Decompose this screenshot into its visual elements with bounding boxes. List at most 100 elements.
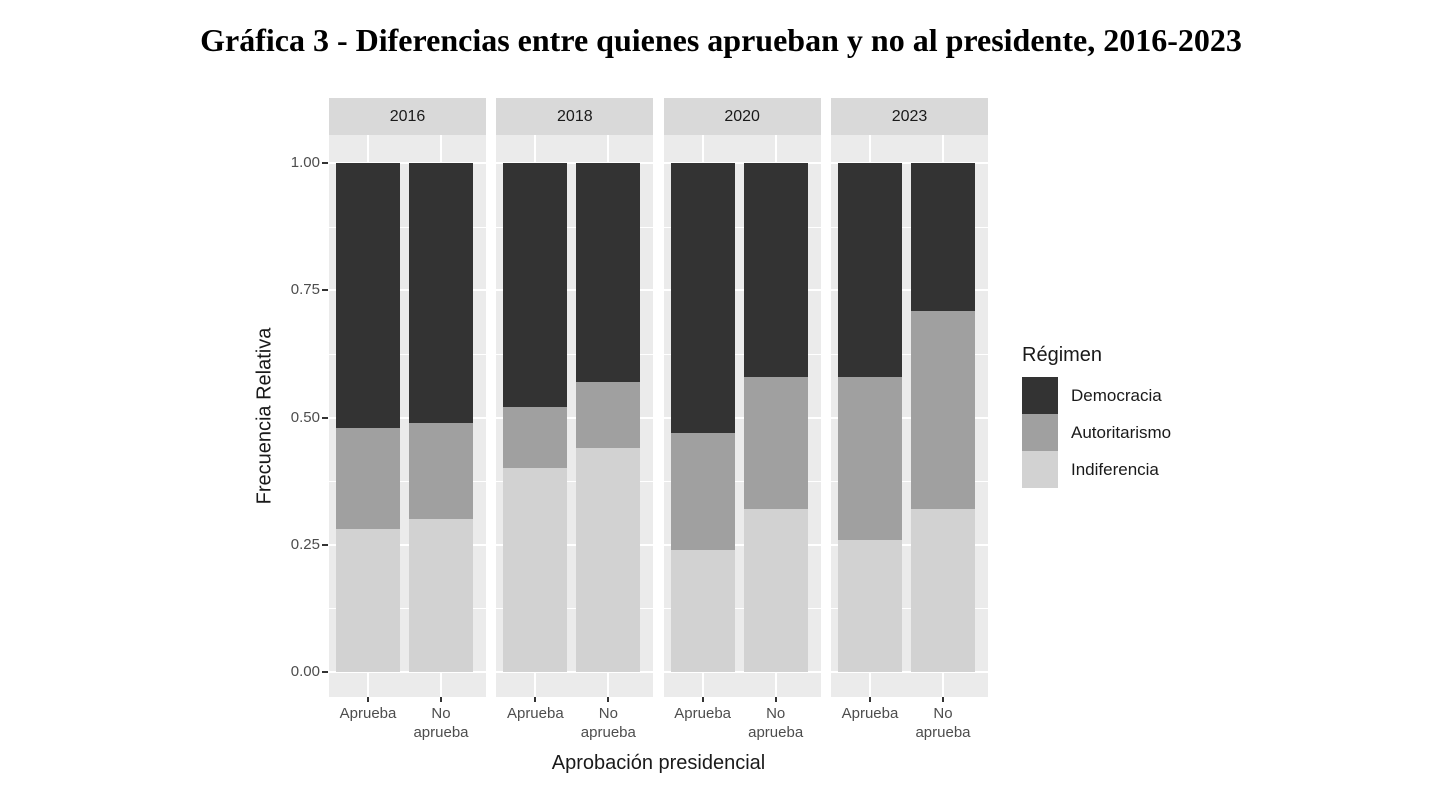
stacked-bar: [743, 163, 808, 672]
gridline-minor: [496, 481, 654, 483]
facet-panel: 2020 Aprueba No aprueba: [663, 98, 821, 741]
bar-segment-autoritarismo: [837, 376, 902, 540]
gridline-major: [329, 289, 486, 292]
bar-segment-indiferencia: [409, 519, 473, 672]
bar-segment-indiferencia: [743, 509, 808, 672]
y-tick-label: 0.50: [290, 408, 320, 426]
stacked-bar: [409, 163, 473, 672]
facet-panel: 2016 Aprueba No aprueba: [329, 98, 486, 741]
gridline-major: [830, 289, 988, 292]
bar-segment-autoritarismo: [336, 427, 400, 530]
y-tick-label: 1.00: [290, 154, 320, 171]
x-tick-mark: [701, 697, 704, 702]
bar-segment-autoritarismo: [576, 381, 641, 449]
x-tick-label: Aprueba: [506, 705, 564, 722]
bar-segment-indiferencia: [837, 539, 902, 672]
bar-segment-indiferencia: [670, 549, 735, 672]
bar-segment-democracia: [503, 163, 568, 408]
gridline-major: [496, 671, 654, 673]
gridline-minor: [663, 226, 821, 228]
x-tick-label: Aprueba: [841, 705, 899, 722]
gridline-major: [663, 416, 821, 419]
gridline-minor: [830, 608, 988, 610]
panel-body: Aprueba No aprueba: [830, 135, 988, 741]
gridline-minor: [663, 608, 821, 610]
facet-strip-label: 2023: [830, 98, 988, 135]
gridline-minor: [496, 226, 654, 228]
stacked-bar: [910, 163, 975, 672]
y-tick-mark: [322, 289, 328, 292]
legend-entry-label: Democracia: [1071, 385, 1162, 405]
x-tick-label: No aprueba: [915, 705, 971, 741]
facet-strip-label: 2018: [496, 98, 654, 135]
legend-entry-label: Indiferencia: [1071, 459, 1159, 479]
gridline-major: [663, 671, 821, 673]
x-tick-label: No aprueba: [580, 705, 636, 741]
bar-segment-democracia: [837, 163, 902, 377]
x-tick-mark: [607, 697, 610, 702]
legend-entry: Indiferencia: [1022, 451, 1171, 488]
y-tick-mark: [322, 416, 328, 419]
gridline-minor: [329, 226, 486, 228]
bar-segment-democracia: [670, 163, 735, 433]
legend-key-swatch: [1022, 414, 1058, 451]
y-tick-label: 0.00: [290, 663, 320, 680]
stacked-bar: [670, 163, 735, 672]
legend-entry: Autoritarismo: [1022, 414, 1171, 451]
x-tick-mark: [440, 697, 442, 702]
legend-title: Régimen: [1022, 344, 1103, 366]
gridline-minor: [830, 481, 988, 483]
legend-entries: Democracia Autoritarismo Indiferencia: [1022, 377, 1171, 488]
bar-segment-indiferencia: [336, 529, 400, 672]
legend-key-swatch: [1022, 451, 1058, 488]
gridline-major: [830, 416, 988, 419]
bar-segment-autoritarismo: [743, 376, 808, 510]
gridline-major: [496, 162, 654, 164]
legend: Régimen Democracia Autoritarismo Indiferen…: [1022, 344, 1171, 488]
gridline-major: [496, 289, 654, 292]
facet-strip-label: 2020: [663, 98, 821, 135]
gridline-minor: [663, 481, 821, 483]
x-tick-mark: [367, 697, 369, 702]
x-tick-label: No aprueba: [748, 705, 804, 741]
gridline-minor: [329, 481, 486, 483]
bar-segment-indiferencia: [910, 509, 975, 672]
gridline-major: [329, 162, 486, 164]
gridline-minor: [663, 353, 821, 355]
stacked-bar: [576, 163, 641, 672]
panel-body: Aprueba No aprueba: [496, 135, 654, 741]
gridline-minor: [496, 608, 654, 610]
gridline-major: [663, 162, 821, 164]
x-tick-label: No aprueba: [413, 705, 469, 741]
x-tick-mark: [941, 697, 944, 702]
bar-segment-democracia: [743, 163, 808, 377]
panel-body: Aprueba No aprueba: [663, 135, 821, 741]
gridline-major: [663, 289, 821, 292]
bar-segment-indiferencia: [576, 448, 641, 672]
gridline-minor: [329, 353, 486, 355]
y-tick-mark: [322, 543, 328, 546]
facet-panel: 2018 Aprueba No aprueba: [496, 98, 654, 741]
figure-title: Gráfica 3 - Diferencias entre quienes ap…: [200, 22, 1242, 58]
gridline-minor: [329, 608, 486, 610]
bar-segment-democracia: [336, 163, 400, 428]
stacked-bar: [336, 163, 400, 672]
bar-segment-democracia: [576, 163, 641, 382]
y-axis-title: Frecuencia Relativa: [253, 327, 276, 505]
gridline-major: [830, 162, 988, 164]
bar-segment-democracia: [910, 163, 975, 311]
gridline-minor: [496, 353, 654, 355]
bar-segment-autoritarismo: [910, 310, 975, 510]
y-tick-label: 0.75: [290, 281, 320, 299]
gridline-major: [830, 671, 988, 673]
facet-panel: 2023 Aprueba No aprueba: [830, 98, 988, 741]
x-tick-mark: [868, 697, 871, 702]
gridline-major: [329, 416, 486, 419]
facet-strip-label: 2016: [329, 98, 486, 135]
x-tick-mark: [534, 697, 537, 702]
x-tick-label: Aprueba: [674, 705, 732, 722]
bar-segment-democracia: [409, 163, 473, 423]
legend-entry-label: Autoritarismo: [1071, 422, 1172, 442]
y-tick-mark: [322, 671, 328, 673]
